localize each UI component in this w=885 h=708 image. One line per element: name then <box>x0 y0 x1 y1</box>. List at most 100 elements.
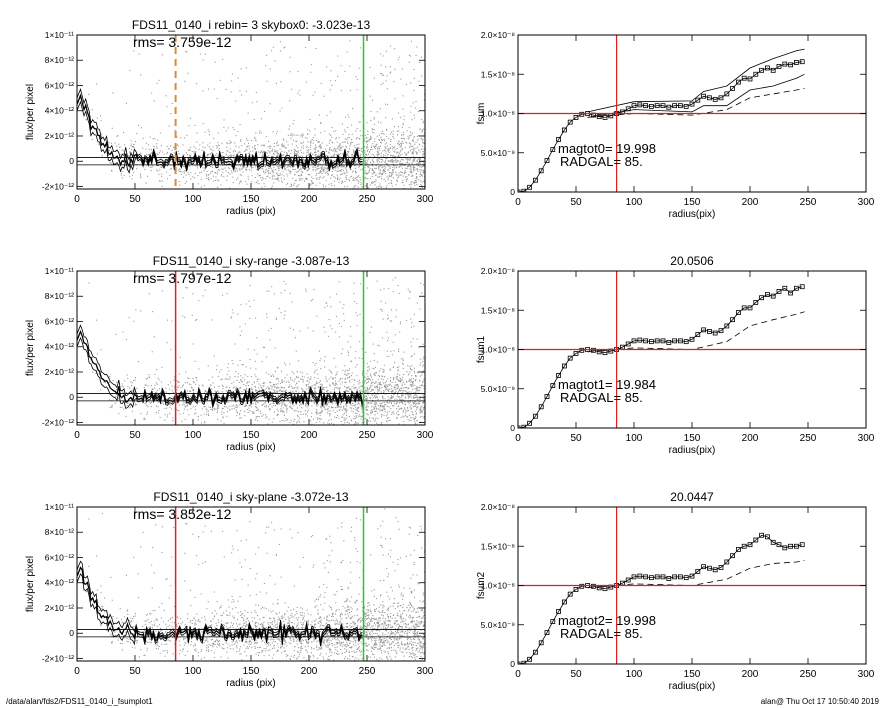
scatter-point <box>249 163 251 165</box>
scatter-point <box>145 148 147 150</box>
scatter-point <box>236 153 238 155</box>
scatter-point <box>190 384 192 386</box>
scatter-point <box>382 166 384 168</box>
scatter-point <box>310 162 312 164</box>
scatter-point <box>179 356 181 358</box>
scatter-point <box>194 360 196 362</box>
scatter-point <box>332 378 334 380</box>
scatter-point <box>269 404 271 406</box>
scatter-point <box>339 402 341 404</box>
scatter-point <box>390 388 392 390</box>
scatter-point <box>226 146 228 148</box>
scatter-point <box>228 167 230 169</box>
scatter-point <box>162 399 164 401</box>
scatter-point <box>248 163 250 165</box>
scatter-point <box>202 295 204 297</box>
scatter-point <box>311 155 313 157</box>
scatter-point <box>101 133 103 135</box>
scatter-point <box>340 157 342 159</box>
scatter-point <box>312 169 314 171</box>
scatter-point <box>279 165 281 167</box>
scatter-point <box>238 373 240 375</box>
scatter-point <box>243 389 245 391</box>
scatter-point <box>320 167 322 169</box>
scatter-point <box>376 386 378 388</box>
scatter-point <box>366 453 367 454</box>
scatter-point <box>124 144 126 146</box>
scatter-point <box>381 212 382 213</box>
scatter-point <box>345 167 347 169</box>
scatter-point <box>397 177 399 179</box>
scatter-point <box>185 51 187 53</box>
scatter-point <box>319 159 321 161</box>
scatter-point <box>367 158 369 160</box>
scatter-point <box>183 137 185 139</box>
scatter-point <box>368 140 370 142</box>
scatter-point <box>178 410 180 412</box>
scatter-point <box>417 399 419 401</box>
scatter-point <box>292 408 294 410</box>
scatter-point <box>116 381 118 383</box>
scatter-point <box>345 374 347 376</box>
scatter-point <box>417 371 419 373</box>
scatter-point <box>204 421 206 423</box>
scatter-point <box>125 102 127 104</box>
scatter-point <box>248 142 250 144</box>
scatter-point <box>332 166 334 168</box>
scatter-point <box>314 389 316 391</box>
scatter-point <box>302 171 304 173</box>
scatter-point <box>399 146 401 148</box>
scatter-point <box>354 399 356 401</box>
scatter-point <box>142 395 144 397</box>
scatter-point <box>381 167 383 169</box>
scatter-point <box>284 163 286 165</box>
scatter-point <box>413 397 415 399</box>
scatter-point <box>261 159 263 161</box>
scatter-point <box>409 384 411 386</box>
scatter-point <box>318 177 320 179</box>
scatter-point <box>159 180 161 182</box>
scatter-point <box>417 402 419 404</box>
scatter-point <box>308 386 310 388</box>
scatter-point <box>381 142 383 144</box>
scatter-point <box>400 378 402 380</box>
scatter-point <box>347 137 349 139</box>
scatter-point <box>227 363 229 365</box>
scatter-point <box>349 407 351 409</box>
scatter-point <box>315 422 317 424</box>
scatter-point <box>367 130 369 132</box>
scatter-point <box>276 408 278 410</box>
scatter-point <box>298 360 300 362</box>
scatter-point <box>296 150 298 152</box>
scatter-point <box>391 397 393 399</box>
scatter-point <box>403 374 405 376</box>
scatter-point <box>297 154 299 156</box>
scatter-point <box>371 173 373 175</box>
scatter-point <box>364 418 366 420</box>
scatter-point <box>306 384 308 386</box>
scatter-point <box>219 169 221 171</box>
scatter-point <box>382 150 384 152</box>
scatter-point <box>423 388 425 390</box>
scatter-point <box>384 166 386 168</box>
scatter-point <box>328 183 330 185</box>
scatter-point <box>307 149 309 151</box>
scatter-point <box>249 367 251 369</box>
scatter-point <box>298 175 300 177</box>
scatter-point <box>178 404 180 406</box>
scatter-point <box>139 158 141 160</box>
scatter-point <box>302 390 304 392</box>
scatter-point <box>381 405 383 407</box>
scatter-point <box>410 131 412 133</box>
scatter-point <box>378 187 380 189</box>
scatter-point <box>167 384 169 386</box>
scatter-point <box>277 168 279 170</box>
scatter-point <box>177 410 179 412</box>
scatter-point <box>211 319 213 321</box>
scatter-point <box>223 126 225 128</box>
scatter-point <box>344 141 346 143</box>
scatter-point <box>393 150 395 152</box>
scatter-point <box>266 416 268 418</box>
scatter-point <box>200 422 202 424</box>
scatter-point <box>329 391 331 393</box>
